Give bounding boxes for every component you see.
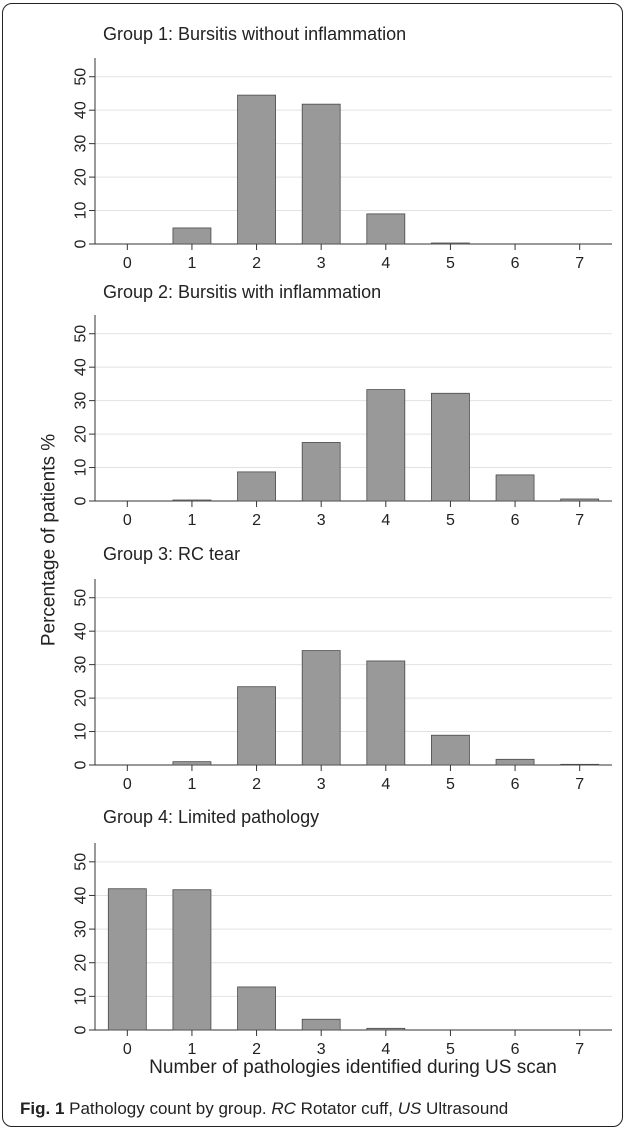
x-tick-label: 7 — [575, 255, 584, 272]
x-tick-label: 1 — [187, 776, 196, 793]
y-tick-label: 30 — [73, 392, 90, 410]
bar-7 — [560, 763, 600, 766]
x-tick-label: 7 — [575, 1041, 584, 1058]
y-tick-label: 0 — [73, 1025, 90, 1034]
panel-title: Group 1: Bursitis without inflammation — [103, 24, 406, 44]
x-tick-label: 2 — [252, 512, 261, 529]
bar-4 — [366, 660, 406, 766]
x-tick-label: 1 — [187, 1041, 196, 1058]
bar-1 — [172, 889, 212, 1031]
bar-4 — [366, 1027, 406, 1031]
x-tick-label: 2 — [252, 1041, 261, 1058]
y-tick-label: 30 — [73, 920, 90, 938]
y-axis-label: Percentage of patients % — [39, 434, 60, 646]
bar-4 — [366, 389, 406, 502]
x-tick-label: 4 — [381, 1041, 390, 1058]
x-tick-label: 6 — [511, 1041, 520, 1058]
x-tick-label: 0 — [123, 512, 132, 529]
x-tick-label: 5 — [446, 1041, 455, 1058]
y-tick-label: 10 — [73, 723, 90, 741]
bar-1 — [172, 227, 212, 245]
y-tick-label: 40 — [73, 622, 90, 640]
y-tick-label: 0 — [73, 496, 90, 505]
bar-2 — [237, 471, 276, 502]
y-tick-label: 0 — [73, 760, 90, 769]
caption-text: Ultrasound — [421, 1099, 509, 1118]
chart-panel-group-4: Group 4: Limited pathology 0 10 20 30 40 50 0 1 2… — [73, 807, 612, 1058]
caption-abbreviation-us: US — [397, 1099, 422, 1118]
y-tick-label: 10 — [73, 987, 90, 1005]
caption-figure-label: Fig. 1 — [20, 1099, 65, 1118]
x-tick-label: 4 — [381, 776, 390, 793]
bar-5 — [431, 242, 470, 245]
x-tick-label: 4 — [381, 512, 390, 529]
x-tick-label: 1 — [187, 512, 196, 529]
y-tick-label: 20 — [73, 689, 90, 707]
x-axis-label: Number of pathologies identified during … — [149, 1057, 557, 1078]
x-tick-label: 5 — [446, 776, 455, 793]
x-tick-label: 4 — [381, 255, 390, 272]
bar-2 — [237, 686, 276, 766]
y-tick-label: 50 — [73, 853, 90, 871]
y-tick-label: 40 — [73, 101, 90, 119]
y-tick-label: 20 — [73, 425, 90, 443]
y-tick-label: 50 — [73, 68, 90, 86]
bar-2 — [237, 986, 276, 1031]
x-tick-label: 2 — [252, 776, 261, 793]
y-tick-label: 10 — [73, 459, 90, 477]
y-tick-label: 50 — [73, 325, 90, 343]
y-tick-label: 40 — [73, 358, 90, 376]
panel-title: Group 2: Bursitis with inflammation — [103, 282, 381, 302]
x-tick-label: 3 — [317, 255, 326, 272]
x-tick-label: 3 — [317, 512, 326, 529]
x-tick-label: 0 — [123, 255, 132, 272]
caption-text: Pathology count by group. — [64, 1099, 272, 1118]
bar-0 — [107, 888, 147, 1031]
y-tick-label: 20 — [73, 168, 90, 186]
panel-title: Group 4: Limited pathology — [103, 807, 319, 827]
x-tick-label: 0 — [123, 1041, 132, 1058]
caption-text: Rotator cuff, — [295, 1099, 398, 1118]
y-tick-label: 40 — [73, 886, 90, 904]
chart-panel-group-3: Group 3: RC tear 0 10 20 30 40 50 0 1 2 3 4 5 6 7 — [73, 544, 612, 793]
bar-3 — [301, 442, 341, 502]
y-tick-label: 30 — [73, 656, 90, 674]
bar-1 — [172, 761, 212, 766]
y-tick-label: 20 — [73, 954, 90, 972]
bar-6 — [495, 758, 535, 766]
x-tick-label: 6 — [511, 255, 520, 272]
bar-2 — [237, 94, 276, 245]
x-tick-label: 1 — [187, 255, 196, 272]
y-tick-label: 10 — [73, 202, 90, 220]
bar-6 — [495, 474, 535, 502]
y-tick-label: 50 — [73, 589, 90, 607]
bar-5 — [431, 734, 470, 766]
x-tick-label: 3 — [317, 1041, 326, 1058]
y-tick-label: 0 — [73, 239, 90, 248]
x-tick-label: 6 — [511, 512, 520, 529]
bar-4 — [366, 213, 406, 245]
chart-panel-group-2: Group 2: Bursitis with inflammation01020… — [73, 282, 612, 529]
x-tick-label: 7 — [575, 776, 584, 793]
x-tick-label: 2 — [252, 255, 261, 272]
x-tick-label: 7 — [575, 512, 584, 529]
x-tick-label: 3 — [317, 776, 326, 793]
x-tick-label: 5 — [446, 512, 455, 529]
chart-panel-group-1: Group 1: Bursitis without inflammation 0 1… — [73, 24, 612, 272]
x-tick-label: 0 — [123, 776, 132, 793]
bar-3 — [301, 650, 341, 766]
bar-3 — [301, 103, 341, 245]
bar-5 — [431, 392, 470, 502]
y-tick-label: 30 — [73, 135, 90, 153]
bar-7 — [560, 498, 600, 502]
x-tick-label: 6 — [511, 776, 520, 793]
panel-title: Group 3: RC tear — [103, 544, 240, 564]
caption-abbreviation-rc: RC — [271, 1099, 296, 1118]
x-tick-label: 5 — [446, 255, 455, 272]
figure-caption: Fig. 1 Pathology count by group. RC Rota… — [20, 1099, 508, 1119]
bar-1 — [172, 499, 212, 502]
bar-3 — [301, 1018, 341, 1031]
